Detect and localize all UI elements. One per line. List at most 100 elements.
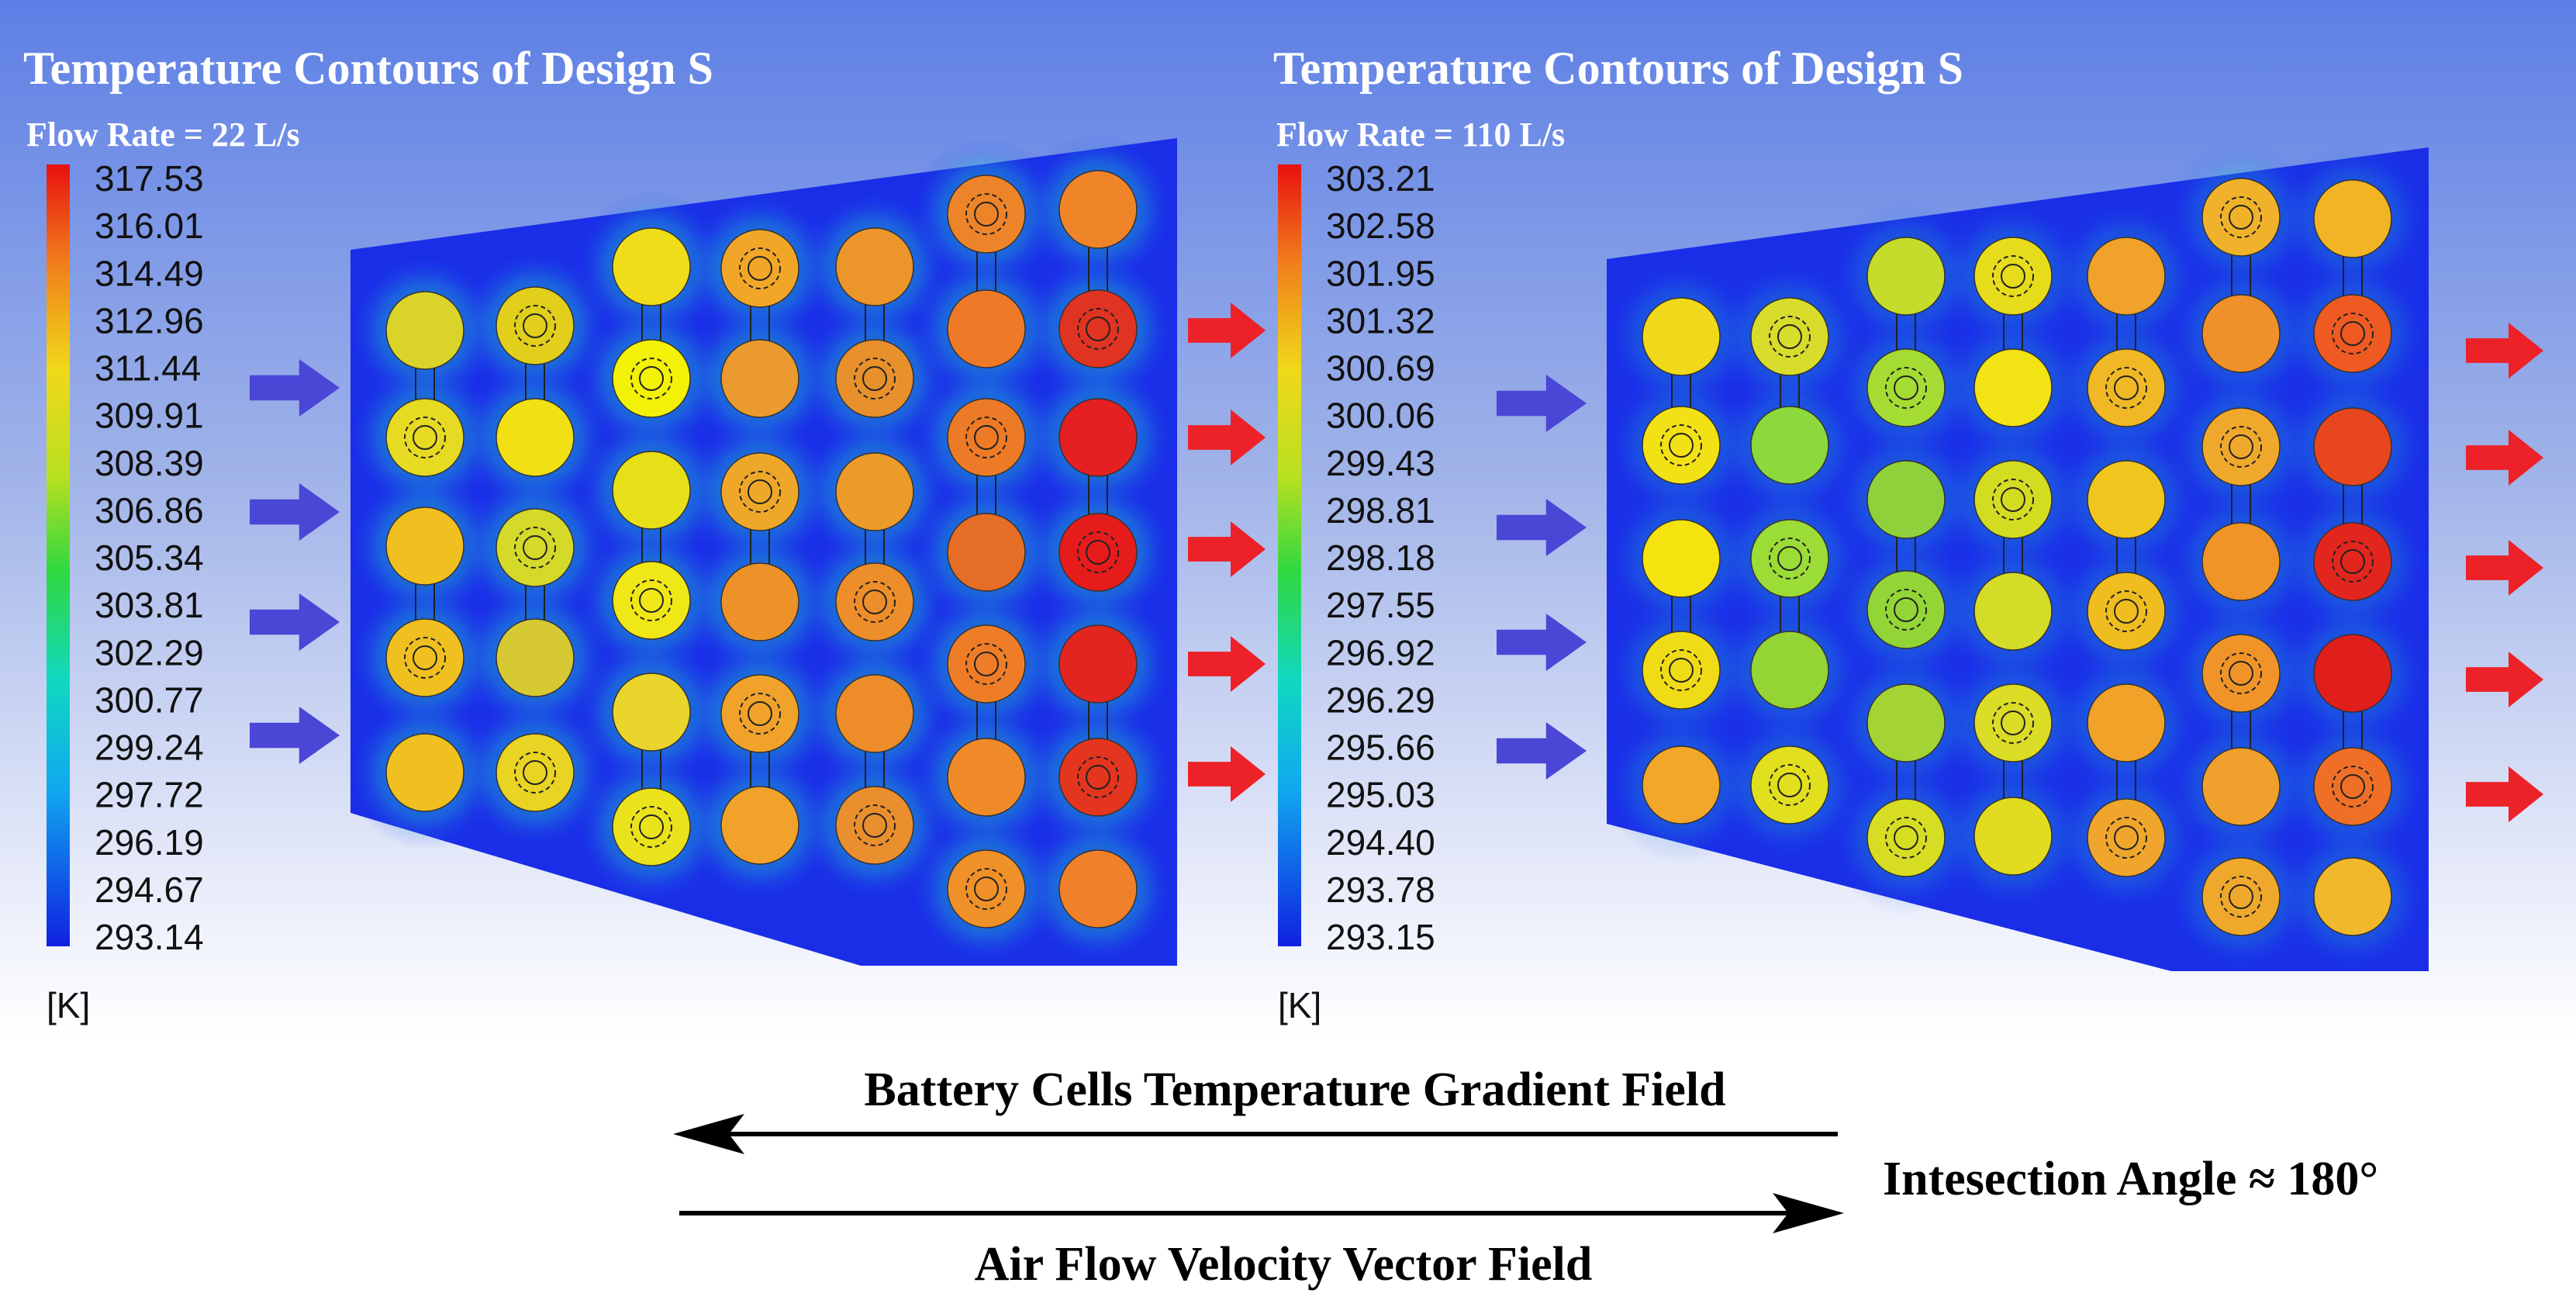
cell-core: [1894, 825, 1918, 850]
gradient-arrow-head: [673, 1114, 744, 1154]
battery-cell: [1866, 570, 1946, 649]
scale-label: 294.40: [1326, 822, 1435, 863]
cell-core: [639, 814, 664, 839]
cell-core: [523, 760, 547, 785]
cell-core-ring: [2332, 766, 2374, 807]
inflow-arrow: [250, 707, 340, 764]
cell-core: [748, 479, 772, 504]
outflow-arrow: [1188, 521, 1266, 577]
battery-cell: [1058, 398, 1138, 477]
cell-core-ring: [2220, 876, 2262, 918]
cell-core: [748, 256, 772, 281]
battery-cell: [2201, 522, 2281, 601]
battery-cell: [2313, 179, 2392, 258]
cell-core: [2001, 264, 2025, 289]
scale-label: 296.92: [1326, 632, 1435, 673]
cell-core-ring: [1992, 702, 2034, 744]
cell-core-ring: [1992, 255, 2034, 297]
cell-core: [1086, 316, 1110, 341]
battery-cell: [1973, 237, 2053, 316]
battery-cell: [2313, 407, 2392, 486]
field-legend: Battery Cells Temperature Gradient Field…: [673, 1063, 2378, 1291]
battery-cell: [720, 339, 799, 418]
inflow-arrow: [1497, 375, 1587, 432]
cell-core: [748, 701, 772, 726]
battery-cell: [385, 291, 464, 370]
scale-label: 309.91: [95, 396, 204, 436]
battery-cell: [1750, 745, 1829, 825]
inflow-arrow: [250, 359, 340, 417]
battery-cell: [1058, 624, 1138, 704]
color-scale-bar: [1278, 164, 1301, 946]
scale-label: 299.24: [95, 728, 204, 768]
battery-cell: [1058, 849, 1138, 928]
battery-cell: [835, 562, 914, 641]
battery-cell: [1973, 683, 2053, 762]
battery-cell: [1973, 797, 2053, 876]
battery-cell: [1866, 237, 1946, 316]
battery-cell: [947, 513, 1026, 592]
scale-label: 301.32: [1326, 300, 1435, 341]
battery-cell: [385, 733, 464, 812]
cell-core-ring: [1077, 531, 1119, 573]
battery-cell: [612, 673, 691, 752]
cell-core: [1777, 546, 1802, 571]
outflow-arrow: [1188, 410, 1266, 465]
battery-cell: [2087, 683, 2166, 762]
battery-cell: [496, 286, 575, 365]
outflow-arrow: [2466, 540, 2543, 596]
cell-core-ring: [2332, 313, 2374, 354]
cell-core-ring: [1769, 316, 1811, 358]
scale-label: 308.39: [95, 443, 204, 483]
battery-cell: [1973, 348, 2053, 427]
battery-cell: [2201, 407, 2281, 486]
scale-label: 301.95: [1326, 253, 1435, 293]
battery-cell: [496, 733, 575, 812]
cell-core-ring: [739, 471, 781, 513]
battery-cell: [2087, 460, 2166, 539]
cell-core-ring: [2105, 817, 2147, 859]
cell-core-ring: [630, 579, 672, 621]
scale-label: 300.69: [1326, 348, 1435, 389]
cell-core: [2229, 434, 2253, 459]
battery-cell: [720, 674, 799, 753]
cell-core: [1669, 433, 1694, 458]
cell-core: [1894, 597, 1918, 622]
cell-core-ring: [2105, 590, 2147, 632]
battery-cell: [1750, 406, 1829, 485]
scale-label: 293.78: [1326, 870, 1435, 910]
battery-cell: [2201, 747, 2281, 826]
cell-core-ring: [404, 417, 446, 458]
cell-core-ring: [1769, 538, 1811, 579]
inflow-arrow: [1497, 614, 1587, 671]
cell-core-ring: [854, 581, 896, 623]
cell-core-ring: [1077, 756, 1119, 798]
flow-arrow-head: [1773, 1193, 1844, 1233]
scale-label: 297.72: [95, 775, 204, 815]
battery-cell: [835, 786, 914, 865]
scale-label: 297.55: [1326, 585, 1435, 625]
scale-label: 293.15: [1326, 917, 1435, 957]
color-scale-bar: [47, 164, 70, 946]
battery-cell: [2087, 237, 2166, 316]
battery-cell: [2313, 634, 2392, 713]
cell-core: [974, 877, 999, 901]
cell-core: [639, 588, 664, 613]
inflow-arrow: [1497, 499, 1587, 556]
scale-label: 311.44: [95, 348, 201, 389]
outflow-arrow: [1188, 303, 1266, 358]
cell-core-ring: [514, 527, 556, 569]
battery-cell: [2087, 348, 2166, 427]
battery-cell: [612, 561, 691, 640]
cell-core: [2001, 711, 2025, 735]
cell-core-ring: [2220, 426, 2262, 468]
battery-cell: [2087, 572, 2166, 651]
cell-core: [1894, 375, 1918, 400]
scale-label: 302.58: [1326, 206, 1435, 246]
cell-core-ring: [965, 417, 1007, 458]
battery-cell: [947, 289, 1026, 368]
battery-cell: [385, 398, 464, 477]
cell-core-ring: [854, 804, 896, 846]
battery-cell: [947, 624, 1026, 704]
cell-core: [2229, 205, 2253, 230]
